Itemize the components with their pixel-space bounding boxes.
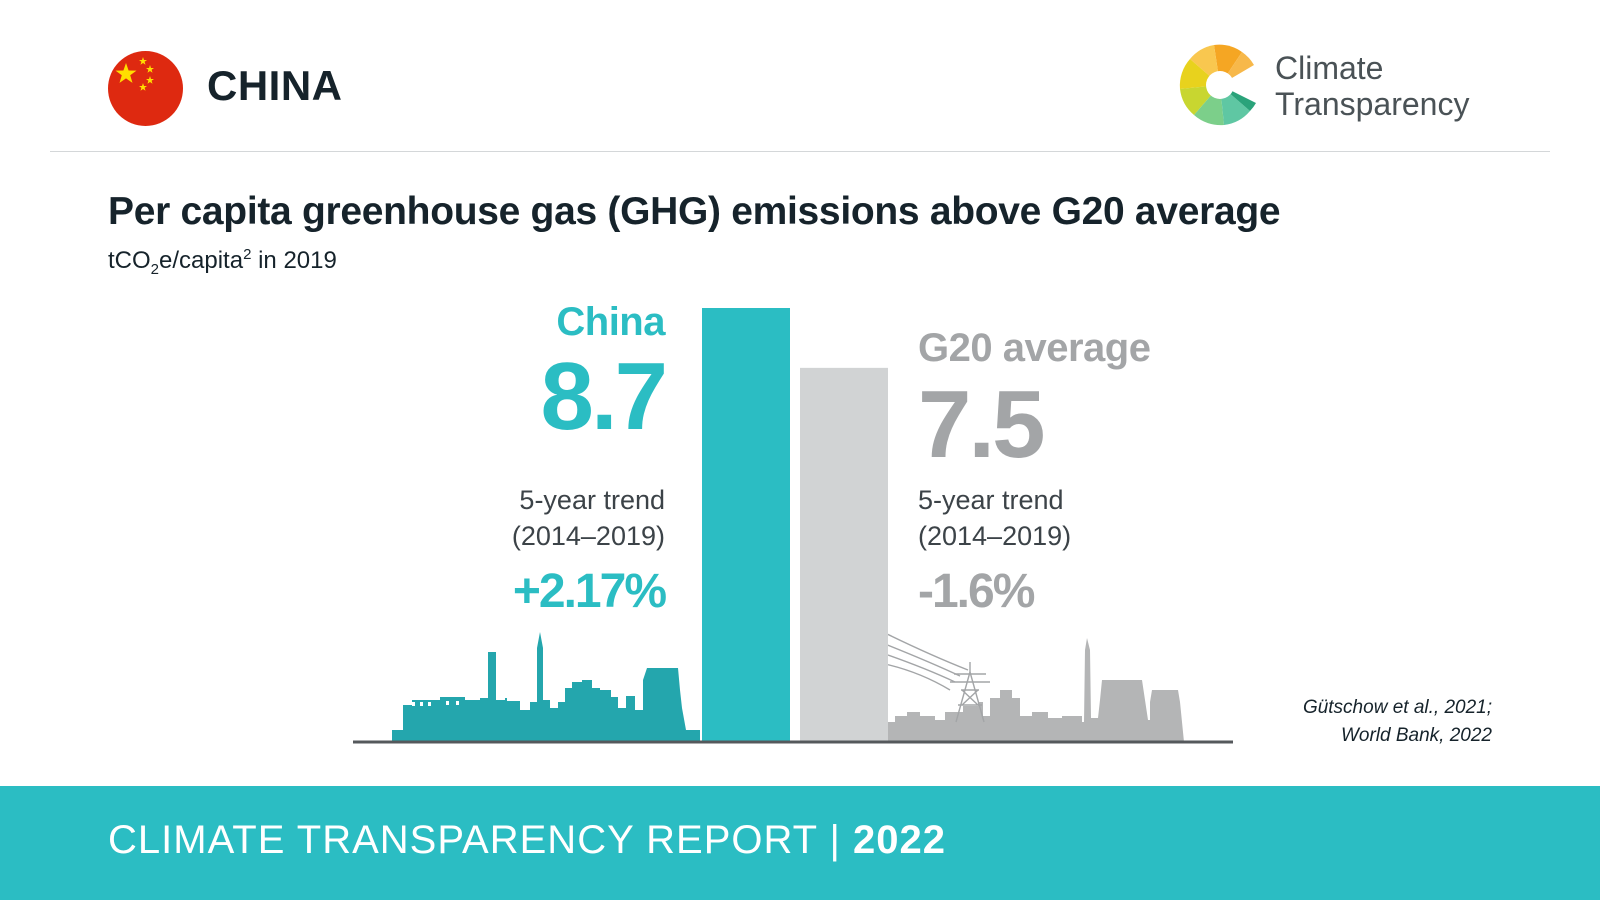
source-line2: World Bank, 2022 xyxy=(1340,725,1492,746)
trend-value-china: +2.17% xyxy=(512,565,667,618)
flag-small-star xyxy=(139,83,147,91)
flag-small-star xyxy=(139,57,147,65)
source-note: Gütschow et al., 2021; World Bank, 2022 xyxy=(1303,694,1492,750)
trend-label-china: 5-year trend (2014–2019) xyxy=(512,482,665,554)
trend-label-line1: 5-year trend xyxy=(519,485,665,515)
footer-text: CLIMATE TRANSPARENCY REPORT | 2022 xyxy=(108,818,946,863)
trend-label-line2: (2014–2019) xyxy=(918,521,1072,551)
flag-large-star xyxy=(115,63,137,83)
climate-transparency-logo xyxy=(1178,42,1478,132)
subtitle-unit-post: in 2019 xyxy=(251,247,337,274)
logo-text-line1: Climate xyxy=(1275,50,1384,86)
footer-year: 2022 xyxy=(853,818,946,862)
series-name-china: China xyxy=(556,300,665,344)
subtitle-unit-mid: e/capita xyxy=(159,247,244,274)
footer-report-name: CLIMATE TRANSPARENCY REPORT | xyxy=(108,818,853,862)
trend-value-g20: -1.6% xyxy=(918,565,1035,618)
trend-label-line2: (2014–2019) xyxy=(511,521,665,551)
logo-text-line2: Transparency xyxy=(1275,86,1470,122)
footer-banner: CLIMATE TRANSPARENCY REPORT | 2022 xyxy=(0,786,1600,900)
trend-label-g20: 5-year trend (2014–2019) xyxy=(918,482,1071,554)
chart-subtitle: tCO2e/capita2 in 2019 xyxy=(108,246,337,278)
chart-title: Per capita greenhouse gas (GHG) emission… xyxy=(108,190,1281,233)
flag-small-star xyxy=(146,76,154,84)
country-name: CHINA xyxy=(207,62,343,109)
industry-silhouette-left xyxy=(392,632,700,742)
value-label-g20: 7.5 xyxy=(918,371,1045,478)
bar-g20-average xyxy=(800,367,888,742)
header: CHINA Climate Transparency xyxy=(0,0,1600,152)
subtitle-unit-pre: tCO xyxy=(108,247,151,274)
value-label-china: 8.7 xyxy=(540,343,668,450)
bar-chart: China 8.7 5-year trend (2014–2019) +2.17… xyxy=(353,300,1233,744)
flag-small-star xyxy=(146,65,154,73)
source-line1: Gütschow et al., 2021; xyxy=(1302,697,1492,718)
china-flag-icon xyxy=(108,51,183,126)
header-divider xyxy=(50,151,1550,152)
industry-silhouette-right xyxy=(884,632,1184,742)
logo-text: Climate Transparency xyxy=(1275,50,1469,122)
bar-china xyxy=(702,308,790,742)
chart-svg xyxy=(353,308,1233,744)
trend-label-line1: 5-year trend xyxy=(918,485,1064,515)
subtitle-unit-sub: 2 xyxy=(150,260,160,278)
series-name-g20: G20 average xyxy=(918,326,1151,370)
subtitle-unit-sup: 2 xyxy=(243,246,252,263)
